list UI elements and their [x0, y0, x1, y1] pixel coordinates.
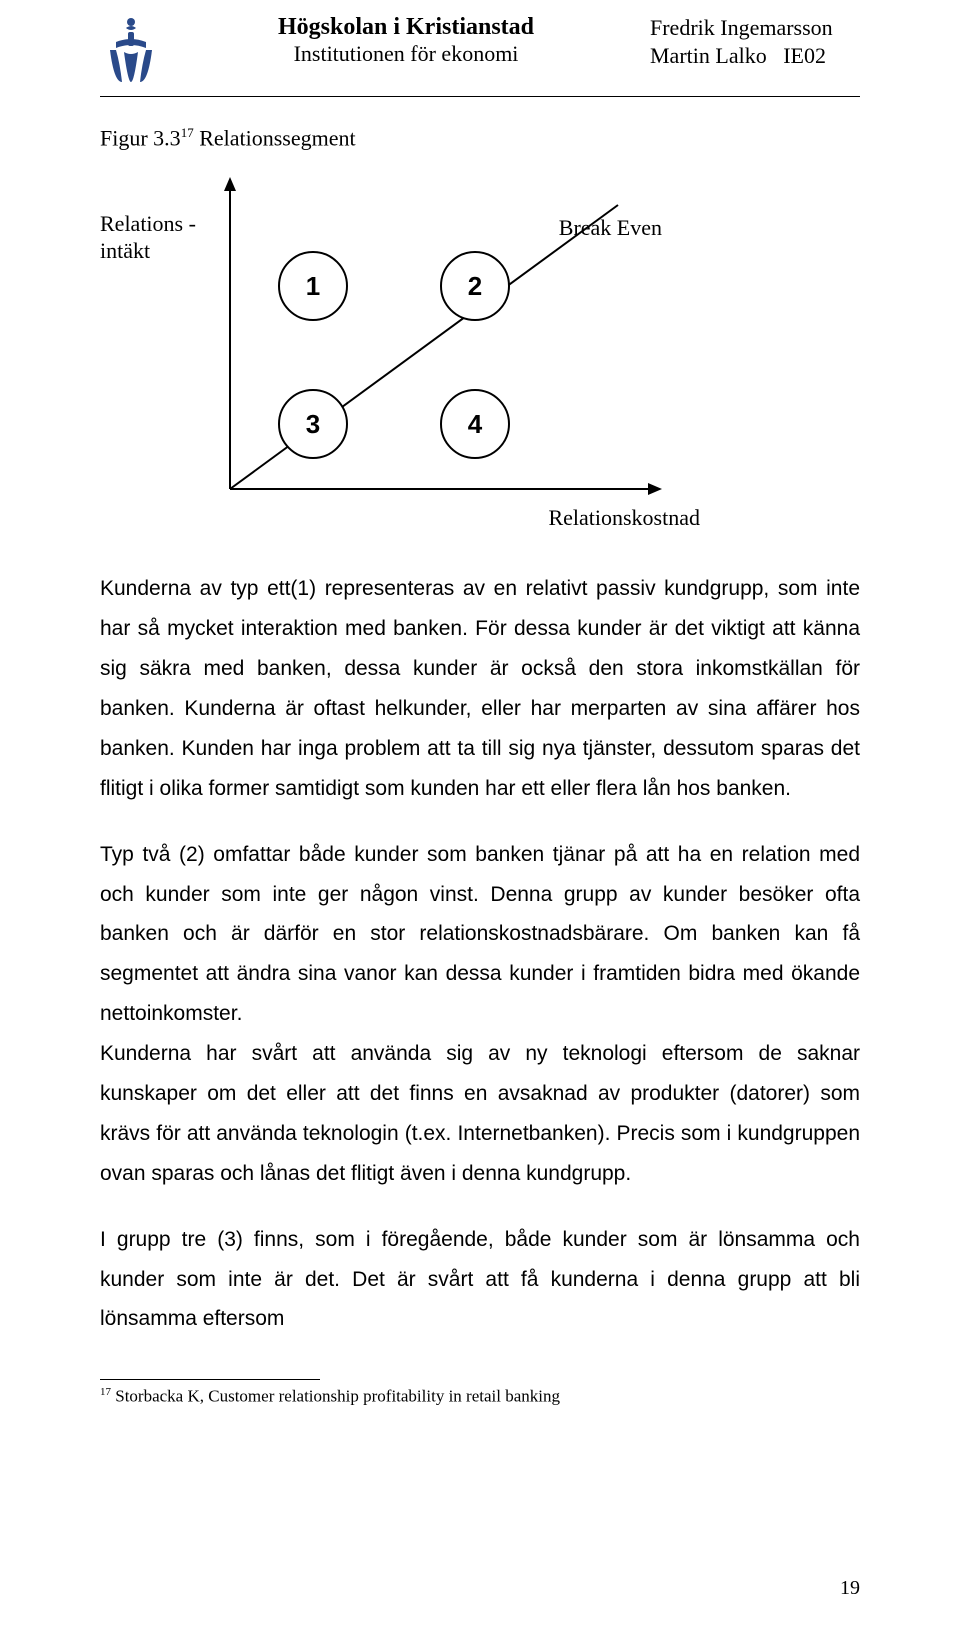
- page-header: Högskolan i Kristianstad Institutionen f…: [100, 14, 860, 97]
- header-institution: Högskolan i Kristianstad Institutionen f…: [162, 14, 650, 67]
- relations-segment-chart: Relations - intäkt Break Even 1 2 3 4 Re…: [100, 169, 740, 529]
- y-axis-label: Relations - intäkt: [100, 211, 196, 264]
- figure-title: Relationssegment: [194, 125, 356, 150]
- figure-number: Figur 3.3: [100, 125, 181, 150]
- axes-svg: [218, 177, 662, 501]
- segment-node-3: 3: [278, 389, 348, 459]
- paragraph-2: Typ två (2) omfattar både kunder som ban…: [100, 835, 860, 1034]
- footnote: 17 Storbacka K, Customer relationship pr…: [100, 1386, 860, 1407]
- institution-logo-icon: [100, 16, 162, 91]
- figure-caption: Figur 3.317 Relationssegment: [100, 125, 860, 151]
- header-rule: [100, 96, 860, 97]
- footnote-text: Storbacka K, Customer relationship profi…: [111, 1387, 560, 1406]
- segment-node-1-label: 1: [306, 271, 320, 302]
- body-text: Kunderna av typ ett(1) representeras av …: [100, 569, 860, 1339]
- paragraph-3: Kunderna har svårt att använda sig av ny…: [100, 1034, 860, 1194]
- page-number: 19: [840, 1577, 860, 1600]
- figure-footnote-ref: 17: [181, 125, 194, 140]
- segment-node-1: 1: [278, 251, 348, 321]
- y-axis-label-line1: Relations -: [100, 211, 196, 236]
- author-2: Martin Lalko: [650, 43, 767, 68]
- y-axis-label-line2: intäkt: [100, 238, 150, 263]
- segment-node-4: 4: [440, 389, 510, 459]
- course-code: IE02: [783, 43, 826, 68]
- author-1: Fredrik Ingemarsson: [650, 14, 860, 42]
- institution-name: Högskolan i Kristianstad: [162, 14, 650, 41]
- segment-node-2: 2: [440, 251, 510, 321]
- footnote-number: 17: [100, 1386, 111, 1398]
- header-authors: Fredrik Ingemarsson Martin Lalko IE02: [650, 14, 860, 69]
- segment-node-3-label: 3: [306, 409, 320, 440]
- x-axis-label: Relationskostnad: [548, 505, 700, 531]
- institution-dept: Institutionen för ekonomi: [162, 41, 650, 67]
- author-2-line: Martin Lalko IE02: [650, 42, 860, 70]
- footnote-separator: [100, 1379, 320, 1380]
- paragraph-1: Kunderna av typ ett(1) representeras av …: [100, 569, 860, 808]
- segment-node-2-label: 2: [468, 271, 482, 302]
- segment-node-4-label: 4: [468, 409, 482, 440]
- paragraph-4: I grupp tre (3) finns, som i föregående,…: [100, 1220, 860, 1340]
